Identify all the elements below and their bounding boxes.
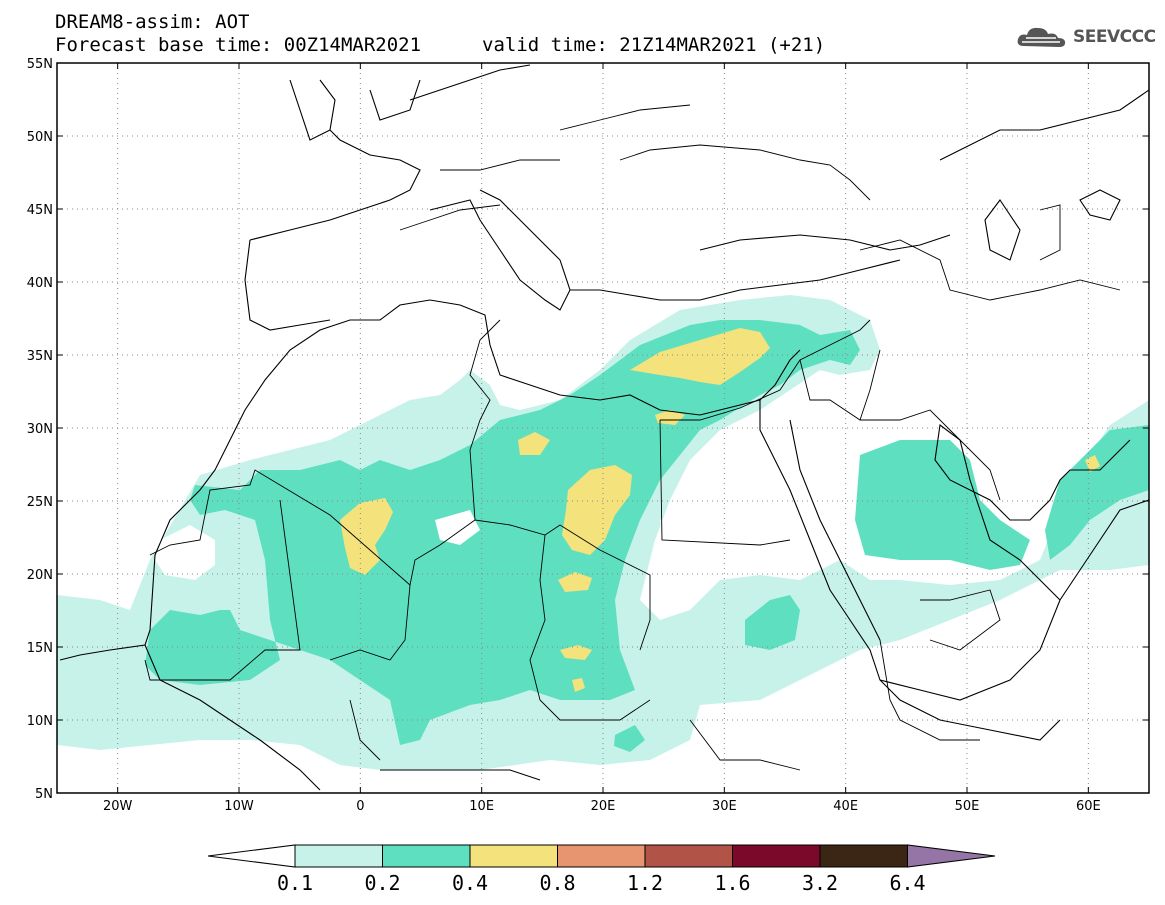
colorbar-swatch [557,844,646,868]
lat-tick-label: 55N [27,57,53,72]
chart-title: DREAM8-assim: AOT [55,11,250,33]
seevccc-logo: SEEVCCC [1016,24,1156,50]
lon-tick-label: 10W [224,799,254,814]
colorbar-label: 0.4 [451,871,489,895]
colorbar-swatch [469,844,558,868]
colorbar-over-arrow [907,844,996,868]
lon-tick-label: 20E [591,799,616,814]
lon-axis: 20W 10W 0 10E 20E 30E 40E 50E 60E [103,799,1101,814]
lat-tick-label: 30N [27,422,53,437]
colorbar-label: 1.6 [714,871,751,895]
colorbar-swatch [732,844,821,868]
colorbar-label: 6.4 [889,871,926,895]
lat-tick-label: 20N [27,568,53,583]
lon-tick-label: 10E [469,799,494,814]
axis-ticks [57,62,1149,794]
coastlines [59,64,1149,791]
colorbar-swatch [819,844,908,868]
lon-tick-label: 50E [955,799,980,814]
aot-field [57,295,1149,770]
colorbar-label: 1.2 [626,871,664,895]
colorbar-label: 0.2 [364,871,401,895]
colorbar-label: 3.2 [801,871,839,895]
lon-tick-label: 40E [833,799,858,814]
lon-tick-label: 0 [356,799,364,814]
lat-tick-label: 25N [27,495,53,510]
lat-tick-label: 45N [27,203,53,218]
lat-tick-label: 35N [27,349,53,364]
colorbar-label: 0.1 [276,871,314,895]
cloud-icon [1017,27,1066,47]
aot-clear-patches [155,470,810,580]
lat-tick-label: 15N [27,641,53,656]
lat-tick-label: 5N [35,787,53,802]
logo-text: SEEVCCC [1073,27,1156,47]
lon-tick-label: 20W [103,799,133,814]
colorbar [207,844,996,868]
colorbar-under-arrow [207,844,296,868]
colorbar-swatch [382,844,471,868]
colorbar-label: 0.8 [539,871,576,895]
lat-axis: 5N 10N 15N 20N 25N 30N 35N 40N 45N 50N 55N [27,57,53,802]
colorbar-swatch [294,844,383,868]
lon-tick-label: 60E [1076,799,1101,814]
lat-tick-label: 50N [27,130,53,145]
aot-level-0.2 [145,320,1149,752]
base-time-label: Forecast base time: 00Z14MAR2021 [55,34,422,56]
colorbar-swatch [644,844,733,868]
valid-time-label: valid time: 21Z14MAR2021 (+21) [482,34,826,56]
aot-level-0.4 [340,328,1100,692]
lat-tick-label: 40N [27,276,53,291]
country-borders [144,104,1121,771]
lat-tick-label: 10N [27,714,53,729]
lon-tick-label: 30E [712,799,737,814]
